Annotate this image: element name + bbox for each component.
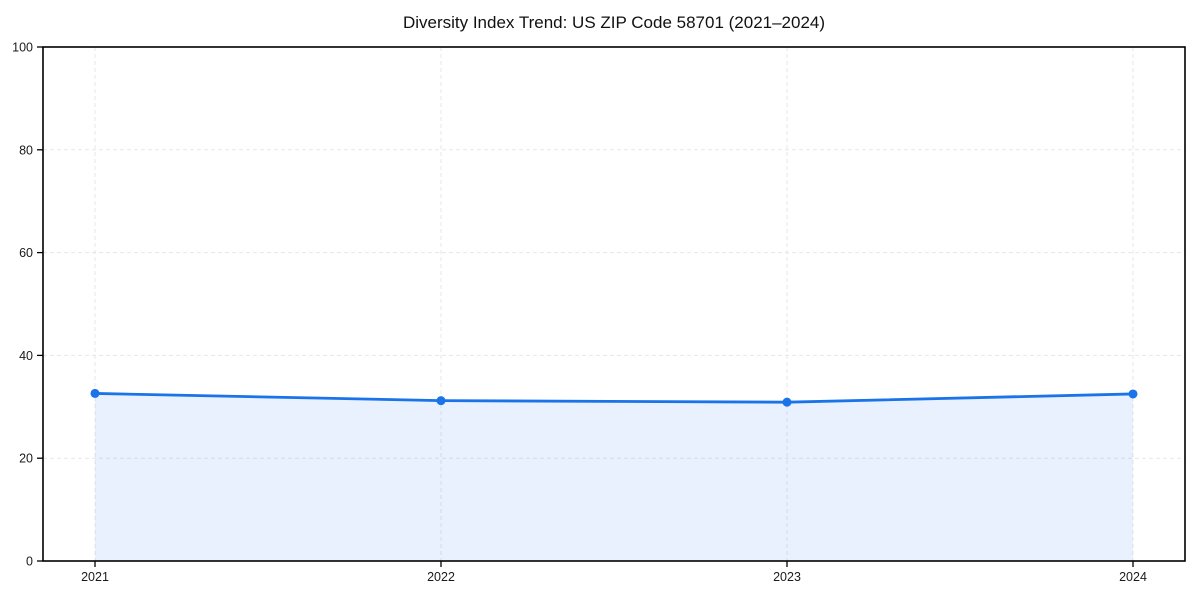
- x-tick-label: 2022: [427, 570, 455, 584]
- y-tick-label: 0: [26, 555, 33, 569]
- y-tick-label: 100: [12, 41, 33, 55]
- data-point: [782, 397, 792, 407]
- x-tick-label: 2024: [1119, 570, 1147, 584]
- plot-frame: [42, 46, 1186, 562]
- data-point: [1128, 389, 1138, 399]
- axis-layer: [37, 46, 1186, 567]
- trend-line: [93, 392, 1135, 404]
- chart-title: Diversity Index Trend: US ZIP Code 58701…: [403, 13, 825, 32]
- x-tick-label: 2023: [773, 570, 801, 584]
- data-layer: [90, 388, 1138, 561]
- data-point: [90, 388, 100, 398]
- area-fill: [95, 393, 1133, 561]
- y-tick-label: 60: [19, 246, 33, 260]
- data-point: [436, 396, 446, 406]
- grid-layer: [43, 46, 1185, 562]
- y-tick-label: 20: [19, 452, 33, 466]
- x-tick-label: 2021: [81, 570, 109, 584]
- label-layer: 0 20 40 60 80 100 2021 2022 2023 2024: [12, 41, 1147, 585]
- y-tick-label: 40: [19, 349, 33, 363]
- y-tick-label: 80: [19, 143, 33, 157]
